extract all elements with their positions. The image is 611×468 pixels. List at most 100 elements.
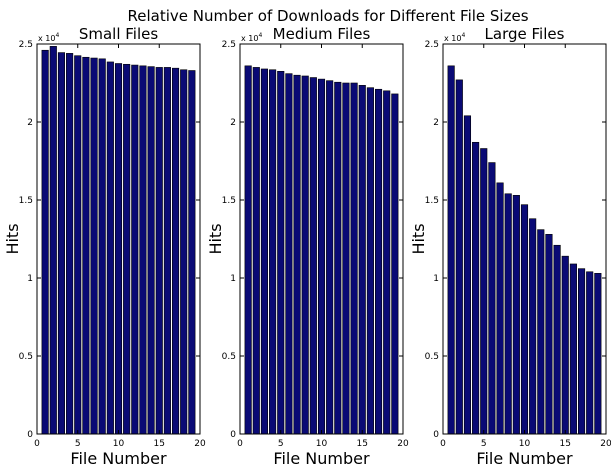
- bar-1-7: [90, 57, 98, 435]
- y-tick-label: 0.5: [425, 352, 439, 362]
- y-axis-label: Hits: [3, 223, 22, 254]
- y-multiplier-exponent: 4: [461, 32, 465, 39]
- bar-3-19: [594, 273, 602, 435]
- y-axis-label: Hits: [409, 223, 428, 254]
- y-tick-label: 0: [433, 430, 439, 440]
- bar-1-5: [74, 55, 82, 435]
- y-tick-label: 2.5: [222, 40, 236, 50]
- x-tick-label: 5: [481, 439, 487, 449]
- bar-3-6: [488, 162, 496, 435]
- bar-3-2: [455, 79, 463, 435]
- bar-3-15: [561, 255, 569, 435]
- bar-2-17: [374, 88, 383, 435]
- bar-1-14: [147, 66, 155, 435]
- x-tick-label: 20: [397, 439, 409, 449]
- bar-1-9: [106, 61, 114, 435]
- bar-3-5: [480, 148, 488, 435]
- figure-suptitle: Relative Number of Downloads for Differe…: [127, 7, 528, 25]
- bar-2-2: [252, 67, 260, 435]
- y-tick-label: 0: [230, 430, 236, 440]
- bar-1-3: [57, 52, 66, 435]
- bar-1-15: [155, 67, 163, 435]
- subplot-title: Small Files: [79, 25, 159, 43]
- bar-3-7: [496, 182, 504, 435]
- bar-2-18: [383, 90, 391, 435]
- y-multiplier: x 104: [444, 32, 465, 43]
- bar-2-12: [334, 81, 342, 435]
- bar-2-14: [350, 82, 358, 435]
- bar-1-10: [114, 63, 123, 435]
- x-tick-label: 0: [440, 439, 446, 449]
- subplot-title: Large Files: [485, 25, 565, 43]
- bar-3-16: [569, 263, 577, 435]
- subplot-title: Medium Files: [273, 25, 371, 43]
- x-tick-label: 10: [519, 439, 531, 449]
- bar-2-5: [277, 71, 285, 435]
- bar-2-3: [260, 68, 269, 435]
- subplot-1: 0 5 10 15 20 0 0.5 1 1.5 2 2.5 x 104 Small Files File…: [3, 25, 206, 468]
- bar-3-11: [529, 218, 537, 435]
- bar-3-4: [472, 141, 480, 435]
- y-tick-label: 1.5: [425, 196, 439, 206]
- x-axis-label: File Number: [273, 449, 370, 468]
- bar-2-7: [293, 74, 301, 435]
- bar-3-17: [577, 268, 586, 435]
- bar-2-9: [309, 77, 317, 435]
- bar-2-10: [317, 78, 326, 435]
- bar-1-4: [66, 53, 74, 435]
- x-tick-label: 15: [154, 439, 165, 449]
- x-tick-label: 10: [316, 439, 328, 449]
- x-tick-label: 5: [75, 439, 81, 449]
- y-multiplier-exponent: 4: [55, 32, 59, 39]
- bar-3-14: [553, 244, 561, 435]
- x-tick-label: 20: [194, 439, 206, 449]
- bar-3-13: [545, 234, 553, 435]
- bar-2-13: [342, 82, 350, 435]
- bar-2-11: [326, 80, 334, 435]
- bar-2-8: [301, 75, 309, 435]
- y-multiplier-exponent: 4: [258, 32, 262, 39]
- bar-2-4: [269, 69, 277, 435]
- bar-1-17: [171, 67, 180, 435]
- bar-2-15: [358, 85, 366, 435]
- subplot-3: 0 5 10 15 20 0 0.5 1 1.5 2 2.5 x 104 Large Files File…: [409, 25, 611, 468]
- y-tick-label: 2: [433, 118, 439, 128]
- bar-1-13: [139, 65, 147, 435]
- y-multiplier: x 104: [241, 32, 262, 43]
- y-tick-label: 1: [27, 274, 33, 284]
- x-tick-label: 0: [237, 439, 243, 449]
- y-multiplier-base: x 10: [241, 34, 258, 43]
- bar-3-1: [447, 65, 455, 435]
- x-axis-label: File Number: [70, 449, 167, 468]
- bar-1-12: [131, 64, 139, 435]
- bar-3-18: [586, 271, 594, 435]
- y-tick-label: 0: [27, 430, 33, 440]
- x-tick-label: 20: [600, 439, 611, 449]
- bar-3-12: [537, 229, 545, 435]
- y-tick-label: 1: [433, 274, 439, 284]
- bar-1-16: [163, 67, 171, 435]
- y-tick-label: 2: [230, 118, 236, 128]
- y-tick-label: 2.5: [425, 40, 439, 50]
- bar-1-19: [188, 70, 196, 435]
- y-axis-label: Hits: [206, 223, 225, 254]
- x-tick-label: 0: [34, 439, 40, 449]
- subplot-2: 0 5 10 15 20 0 0.5 1 1.5 2 2.5 x 104 Medium Files Fil…: [206, 25, 409, 468]
- y-tick-label: 0.5: [222, 352, 236, 362]
- bar-2-1: [244, 65, 252, 435]
- bar-1-11: [123, 63, 131, 435]
- y-tick-label: 1.5: [222, 196, 236, 206]
- y-multiplier-base: x 10: [38, 34, 55, 43]
- bar-2-16: [366, 87, 374, 435]
- bar-3-10: [520, 204, 529, 435]
- x-tick-label: 15: [560, 439, 571, 449]
- x-tick-label: 15: [357, 439, 368, 449]
- y-tick-label: 2.5: [19, 40, 33, 50]
- x-axis-label: File Number: [476, 449, 573, 468]
- y-multiplier: x 104: [38, 32, 59, 43]
- bar-3-9: [512, 195, 520, 435]
- x-tick-label: 5: [278, 439, 284, 449]
- y-tick-label: 2: [27, 118, 33, 128]
- bar-2-19: [391, 93, 399, 435]
